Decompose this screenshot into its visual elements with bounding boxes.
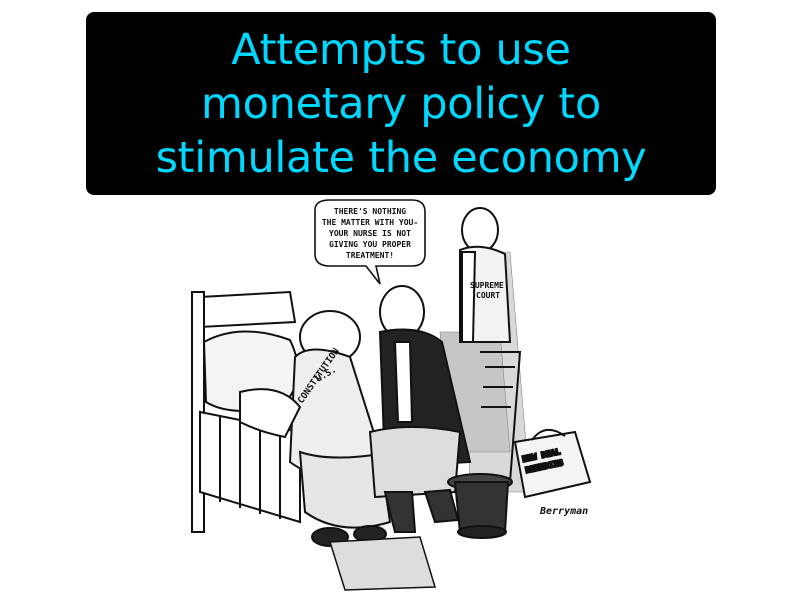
speech-line-3: YOUR NURSE IS NOT	[329, 229, 411, 238]
title-line-2: monetary policy to	[201, 78, 601, 129]
bed	[191, 290, 301, 533]
nurse-label-2: COURT	[476, 291, 500, 300]
title-line-3: stimulate the economy	[155, 132, 647, 183]
patient-figure	[239, 310, 392, 547]
speech-line-4: GIVING YOU PROPER	[329, 240, 411, 249]
speech-line-5: TREATMENT!	[346, 251, 394, 260]
cartoon-illustration: U.S. CONSTITUTION SUPREME COURT	[191, 199, 592, 591]
speech-bubble: THERE'S NOTHING THE MATTER WITH YOU- YOU…	[314, 199, 426, 285]
doctor-figure	[368, 285, 472, 533]
doctor-bag: NEW DEAL REMEDIES	[513, 429, 592, 499]
nurse-label-1: SUPREME	[470, 281, 504, 290]
title-banner: Attempts to use monetary policy to stimu…	[86, 12, 716, 195]
rug	[328, 536, 436, 591]
nurse-figure	[459, 207, 512, 343]
speech-line-1: THERE'S NOTHING	[334, 207, 406, 216]
speech-line-2: THE MATTER WITH YOU-	[322, 218, 418, 227]
top-hat	[447, 473, 513, 539]
title-line-1: Attempts to use	[231, 24, 571, 75]
artist-signature: Berryman	[539, 506, 588, 517]
political-cartoon: U.S. CONSTITUTION SUPREME COURT	[180, 192, 620, 592]
